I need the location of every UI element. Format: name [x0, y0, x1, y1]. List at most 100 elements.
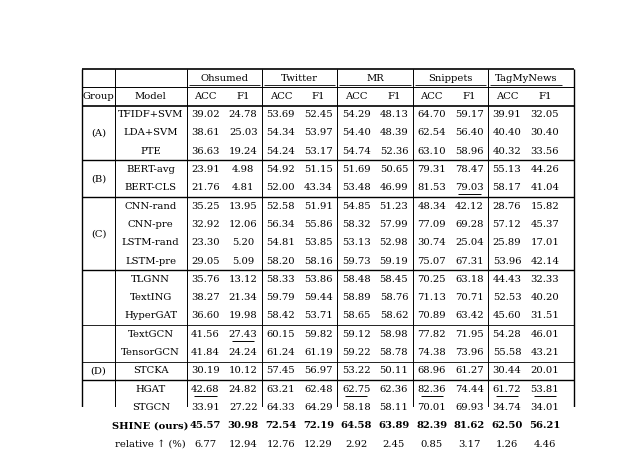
Text: 33.56: 33.56 [531, 147, 559, 156]
Text: 40.20: 40.20 [531, 293, 559, 302]
Text: 12.94: 12.94 [228, 440, 258, 448]
Text: 52.36: 52.36 [380, 147, 408, 156]
Text: 58.20: 58.20 [267, 256, 295, 266]
Text: 29.05: 29.05 [191, 256, 220, 266]
Text: 63.18: 63.18 [455, 275, 484, 284]
Text: 55.58: 55.58 [493, 348, 522, 357]
Text: ACC: ACC [345, 92, 367, 101]
Text: 13.12: 13.12 [228, 275, 258, 284]
Text: 64.29: 64.29 [304, 403, 333, 412]
Text: 24.78: 24.78 [229, 110, 257, 119]
Text: F1: F1 [312, 92, 325, 101]
Text: 58.48: 58.48 [342, 275, 371, 284]
Text: 62.48: 62.48 [304, 385, 333, 393]
Text: 81.62: 81.62 [454, 421, 485, 430]
Text: 23.91: 23.91 [191, 165, 220, 174]
Text: 64.58: 64.58 [340, 421, 372, 430]
Text: 64.33: 64.33 [267, 403, 295, 412]
Text: 34.01: 34.01 [531, 403, 559, 412]
Text: 82.36: 82.36 [417, 385, 446, 393]
Text: TagMyNews: TagMyNews [495, 74, 557, 83]
Text: 43.21: 43.21 [531, 348, 559, 357]
Text: 77.82: 77.82 [417, 330, 446, 339]
Text: CNN-pre: CNN-pre [128, 220, 173, 229]
Text: 62.54: 62.54 [417, 128, 446, 138]
Text: 20.01: 20.01 [531, 367, 559, 375]
Text: 79.31: 79.31 [417, 165, 446, 174]
Text: BERT-CLS: BERT-CLS [125, 183, 177, 192]
Text: 71.13: 71.13 [417, 293, 446, 302]
Text: Twitter: Twitter [281, 74, 318, 83]
Text: 41.56: 41.56 [191, 330, 220, 339]
Text: 53.17: 53.17 [304, 147, 333, 156]
Text: 30.19: 30.19 [191, 367, 220, 375]
Text: 63.42: 63.42 [455, 311, 484, 320]
Text: 51.23: 51.23 [380, 202, 408, 211]
Text: 70.01: 70.01 [417, 403, 446, 412]
Text: 6.77: 6.77 [195, 440, 216, 448]
Text: ACC: ACC [496, 92, 518, 101]
Text: SHINE (ours): SHINE (ours) [113, 421, 189, 430]
Text: F1: F1 [236, 92, 250, 101]
Text: MR: MR [366, 74, 384, 83]
Text: 54.29: 54.29 [342, 110, 371, 119]
Text: 54.40: 54.40 [342, 128, 371, 138]
Text: 2.92: 2.92 [345, 440, 367, 448]
Text: 53.97: 53.97 [304, 128, 333, 138]
Text: 52.00: 52.00 [267, 183, 295, 192]
Text: 46.01: 46.01 [531, 330, 559, 339]
Text: 77.09: 77.09 [417, 220, 446, 229]
Text: 45.60: 45.60 [493, 311, 522, 320]
Text: 57.12: 57.12 [493, 220, 522, 229]
Text: 12.76: 12.76 [267, 440, 295, 448]
Text: 70.25: 70.25 [417, 275, 446, 284]
Text: 63.10: 63.10 [417, 147, 446, 156]
Text: 59.73: 59.73 [342, 256, 371, 266]
Text: TextGCN: TextGCN [128, 330, 173, 339]
Text: 15.82: 15.82 [531, 202, 559, 211]
Text: 4.81: 4.81 [232, 183, 255, 192]
Text: 39.02: 39.02 [191, 110, 220, 119]
Text: 58.65: 58.65 [342, 311, 371, 320]
Text: 62.50: 62.50 [492, 421, 523, 430]
Text: 46.99: 46.99 [380, 183, 408, 192]
Text: 58.76: 58.76 [380, 293, 408, 302]
Text: 33.91: 33.91 [191, 403, 220, 412]
Text: 4.98: 4.98 [232, 165, 254, 174]
Text: 78.47: 78.47 [455, 165, 484, 174]
Text: 32.33: 32.33 [531, 275, 559, 284]
Text: 39.91: 39.91 [493, 110, 522, 119]
Text: 56.21: 56.21 [529, 421, 561, 430]
Text: 53.69: 53.69 [267, 110, 295, 119]
Text: 69.93: 69.93 [455, 403, 484, 412]
Text: Ohsumed: Ohsumed [200, 74, 248, 83]
Text: 40.40: 40.40 [493, 128, 522, 138]
Text: 52.45: 52.45 [304, 110, 333, 119]
Text: 55.13: 55.13 [493, 165, 522, 174]
Text: 28.76: 28.76 [493, 202, 522, 211]
Text: 38.27: 38.27 [191, 293, 220, 302]
Text: 30.40: 30.40 [531, 128, 559, 138]
Text: 57.45: 57.45 [266, 367, 295, 375]
Text: 58.16: 58.16 [304, 256, 333, 266]
Text: 12.29: 12.29 [304, 440, 333, 448]
Text: 67.31: 67.31 [455, 256, 484, 266]
Text: 59.44: 59.44 [304, 293, 333, 302]
Text: 63.89: 63.89 [378, 421, 410, 430]
Text: F1: F1 [387, 92, 401, 101]
Text: 41.04: 41.04 [531, 183, 559, 192]
Text: 32.05: 32.05 [531, 110, 559, 119]
Text: 79.03: 79.03 [455, 183, 484, 192]
Text: 36.63: 36.63 [191, 147, 220, 156]
Text: 45.57: 45.57 [190, 421, 221, 430]
Text: 36.60: 36.60 [191, 311, 220, 320]
Text: F1: F1 [463, 92, 476, 101]
Text: Snippets: Snippets [428, 74, 473, 83]
Text: Group: Group [83, 92, 115, 101]
Text: 51.69: 51.69 [342, 165, 371, 174]
Text: 54.28: 54.28 [493, 330, 522, 339]
Text: 69.28: 69.28 [455, 220, 484, 229]
Text: 24.82: 24.82 [229, 385, 257, 393]
Text: 4.46: 4.46 [534, 440, 556, 448]
Text: 53.85: 53.85 [304, 238, 333, 247]
